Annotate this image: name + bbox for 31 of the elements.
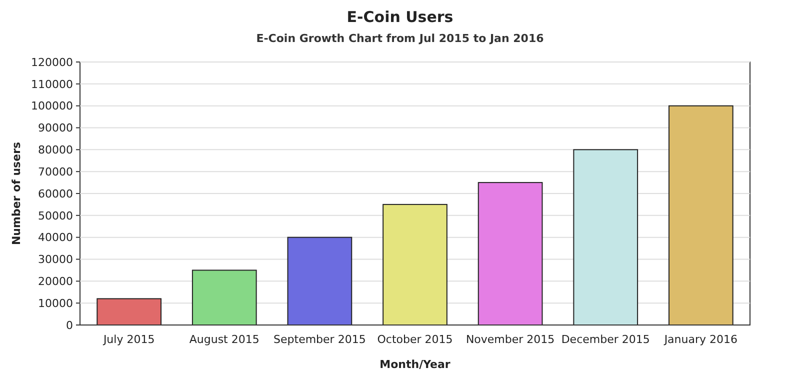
bar [478,182,543,326]
x-tick-label: September 2015 [274,333,366,346]
y-tick-label: 110000 [31,78,73,91]
chart-title: E-Coin Users [346,8,454,26]
x-tick-label: December 2015 [561,333,650,346]
y-tick-label: 60000 [38,187,73,200]
bar [192,270,257,326]
bar [287,236,352,326]
x-tick-label: January 2016 [663,333,738,346]
x-tick-label: October 2015 [377,333,453,346]
y-tick-label: 50000 [38,209,73,222]
y-tick-label: 20000 [38,275,73,288]
chart-subtitle: E-Coin Growth Chart from Jul 2015 to Jan 2016 [256,32,544,45]
y-tick-label: 90000 [38,122,73,135]
y-tick-label: 10000 [38,296,73,310]
x-tick-label: November 2015 [466,333,555,346]
x-axis-title: Month/Year [380,358,451,371]
y-tick-label: 30000 [38,253,73,266]
x-tick-label: August 2015 [189,333,260,346]
bar [382,204,448,326]
y-tick-label: 40000 [38,231,73,244]
bar [668,105,734,326]
y-tick-label: 80000 [38,144,73,157]
y-axis-title: Number of users [10,142,23,246]
bar [96,298,162,326]
y-tick-label: 70000 [38,165,73,178]
y-tick-label: 100000 [31,100,73,113]
x-tick-label: July 2015 [102,333,155,346]
bar [573,149,638,326]
y-tick-label: 0 [66,318,73,332]
y-tick-label: 120000 [31,56,73,69]
